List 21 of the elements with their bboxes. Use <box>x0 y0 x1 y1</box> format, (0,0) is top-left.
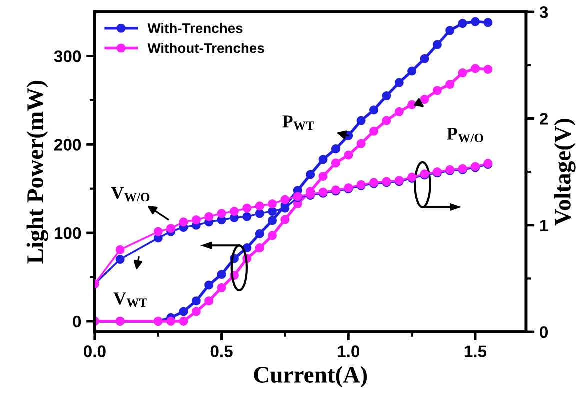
x-tick-label: 1.0 <box>338 346 360 358</box>
x-tick-label: 1.5 <box>464 346 487 358</box>
y-axis-title: Light Power(mW) <box>26 80 48 264</box>
y2-axis-title: Voltage(V) <box>554 119 576 226</box>
y-tick-label: 200 <box>54 139 82 151</box>
y-tick-label: 300 <box>54 50 82 62</box>
x-axis-title: Current(A) <box>254 366 368 388</box>
annotation: P$_{W/O}$ <box>447 128 484 142</box>
y2-tick-label: 1 <box>540 220 548 232</box>
y2-tick-label: 0 <box>540 326 548 338</box>
y2-tick-label: 3 <box>540 6 548 18</box>
legend-label: Without-Trenches <box>148 43 264 54</box>
annotation: P$_{WT}$ <box>282 116 314 130</box>
annotation: V$_{WT}$ <box>114 292 148 308</box>
annotation: V$_{W/O}$ <box>111 187 150 202</box>
y2-tick-label: 2 <box>540 113 548 125</box>
legend-label: With-Trenches <box>148 23 243 34</box>
y-tick-label: 100 <box>54 227 82 240</box>
y-tick-label: 0 <box>73 316 82 328</box>
x-tick-label: 0.5 <box>210 346 233 358</box>
x-tick-label: 0.0 <box>84 346 106 358</box>
